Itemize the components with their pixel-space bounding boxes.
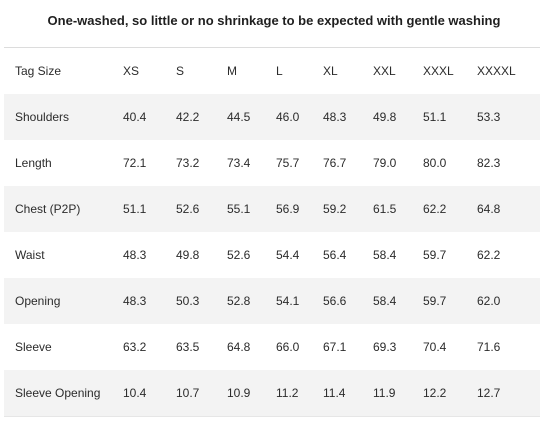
- measurement-cell: 80.0: [423, 156, 447, 170]
- measurement-cell: 56.6: [323, 294, 347, 308]
- row-label: Sleeve Opening: [15, 386, 101, 400]
- measurement-cell: 59.7: [423, 248, 447, 262]
- measurement-cell: 12.7: [477, 386, 501, 400]
- measurement-cell: 40.4: [123, 110, 147, 124]
- measurement-cell: 55.1: [227, 202, 251, 216]
- measurement-cell: 66.0: [276, 340, 300, 354]
- measurement-cell: 75.7: [276, 156, 300, 170]
- table-row: Sleeve Opening 10.4 10.7 10.9 11.2 11.4 11.9 12…: [4, 370, 540, 417]
- measurement-cell: 70.4: [423, 340, 447, 354]
- measurement-cell: 48.3: [323, 110, 347, 124]
- header-cell-size-xs: XS: [123, 64, 140, 78]
- measurement-cell: 46.0: [276, 110, 300, 124]
- measurement-cell: 62.0: [477, 294, 501, 308]
- measurement-cell: 51.1: [123, 202, 147, 216]
- table-row: Opening 48.3 50.3 52.8 54.1 56.6 58.4 59.7 62.0: [4, 278, 540, 324]
- measurement-cell: 10.7: [176, 386, 200, 400]
- measurement-cell: 44.5: [227, 110, 251, 124]
- measurement-cell: 72.1: [123, 156, 147, 170]
- header-cell-size-s: S: [176, 64, 185, 78]
- size-chart-caption: One-washed, so little or no shrinkage to…: [47, 13, 501, 28]
- header-row: Tag Size XS S M L XL XXL XXXL XXXXL: [4, 47, 540, 95]
- size-chart-body: Shoulders 40.4 42.2 44.5 46.0 48.3 49.8 51.1 53.…: [4, 94, 540, 417]
- row-label: Sleeve: [15, 340, 52, 354]
- measurement-cell: 62.2: [477, 248, 501, 262]
- row-label: Waist: [15, 248, 45, 262]
- header-cell-size-xxxl: XXXL: [423, 64, 454, 78]
- size-chart-header: Tag Size XS S M L XL XXL XXXL XXXXL: [4, 47, 540, 95]
- measurement-cell: 67.1: [323, 340, 347, 354]
- header-cell-tag-size: Tag Size: [15, 64, 62, 78]
- measurement-cell: 10.9: [227, 386, 251, 400]
- table-row: Waist 48.3 49.8 52.6 54.4 56.4 58.4 59.7 62.2: [4, 232, 540, 278]
- measurement-cell: 61.5: [373, 202, 397, 216]
- measurement-cell: 52.6: [176, 202, 200, 216]
- measurement-cell: 69.3: [373, 340, 397, 354]
- measurement-cell: 62.2: [423, 202, 447, 216]
- measurement-cell: 49.8: [176, 248, 200, 262]
- measurement-cell: 76.7: [323, 156, 347, 170]
- measurement-cell: 71.6: [477, 340, 501, 354]
- size-chart-table: Tag Size XS S M L XL XXL XXXL XXXXL Shoulders 40.…: [4, 47, 540, 417]
- measurement-cell: 10.4: [123, 386, 147, 400]
- measurement-cell: 63.5: [176, 340, 200, 354]
- measurement-cell: 52.6: [227, 248, 251, 262]
- measurement-cell: 64.8: [477, 202, 501, 216]
- header-cell-size-m: M: [227, 64, 237, 78]
- measurement-cell: 73.4: [227, 156, 251, 170]
- measurement-cell: 53.3: [477, 110, 501, 124]
- header-cell-size-xl: XL: [323, 64, 338, 78]
- measurement-cell: 48.3: [123, 248, 147, 262]
- measurement-cell: 82.3: [477, 156, 501, 170]
- measurement-cell: 11.2: [276, 386, 299, 400]
- measurement-cell: 11.4: [323, 386, 346, 400]
- measurement-cell: 48.3: [123, 294, 147, 308]
- measurement-cell: 11.9: [373, 386, 396, 400]
- measurement-cell: 73.2: [176, 156, 200, 170]
- table-row: Length 72.1 73.2 73.4 75.7 76.7 79.0 80.0 82.3: [4, 140, 540, 186]
- measurement-cell: 64.8: [227, 340, 251, 354]
- measurement-cell: 49.8: [373, 110, 397, 124]
- measurement-cell: 12.2: [423, 386, 447, 400]
- row-label: Shoulders: [15, 110, 70, 124]
- measurement-cell: 58.4: [373, 248, 397, 262]
- measurement-cell: 56.4: [323, 248, 347, 262]
- measurement-cell: 52.8: [227, 294, 251, 308]
- measurement-cell: 50.3: [176, 294, 200, 308]
- row-label: Chest (P2P): [15, 202, 81, 216]
- measurement-cell: 56.9: [276, 202, 300, 216]
- measurement-cell: 54.1: [276, 294, 300, 308]
- table-row: Chest (P2P) 51.1 52.6 55.1 56.9 59.2 61.5 62.2 6…: [4, 186, 540, 232]
- measurement-cell: 59.2: [323, 202, 347, 216]
- measurement-cell: 79.0: [373, 156, 397, 170]
- measurement-cell: 54.4: [276, 248, 300, 262]
- header-cell-size-l: L: [276, 64, 283, 78]
- measurement-cell: 63.2: [123, 340, 147, 354]
- header-cell-size-xxl: XXL: [373, 64, 396, 78]
- table-row: Sleeve 63.2 63.5 64.8 66.0 67.1 69.3 70.4 71.6: [4, 324, 540, 370]
- row-label: Opening: [15, 294, 61, 308]
- measurement-cell: 58.4: [373, 294, 397, 308]
- table-row: Shoulders 40.4 42.2 44.5 46.0 48.3 49.8 51.1 53.…: [4, 94, 540, 140]
- measurement-cell: 59.7: [423, 294, 447, 308]
- header-cell-size-xxxxl: XXXXL: [477, 64, 516, 78]
- measurement-cell: 51.1: [423, 110, 447, 124]
- row-label: Length: [15, 156, 52, 170]
- measurement-cell: 42.2: [176, 110, 200, 124]
